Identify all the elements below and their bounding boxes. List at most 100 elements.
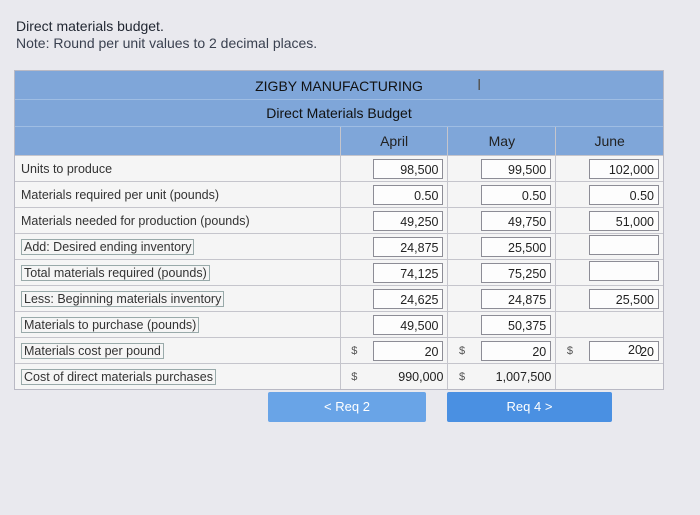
currency-symbol bbox=[555, 363, 573, 389]
currency-symbol bbox=[447, 181, 466, 208]
extra-cost-value: 20 bbox=[628, 343, 642, 357]
table-row: Less: Beginning materials inventory 24,62… bbox=[15, 285, 663, 312]
currency-symbol bbox=[555, 181, 573, 208]
cell-may: 49,750 bbox=[465, 207, 556, 234]
currency-symbol bbox=[447, 285, 466, 312]
currency-symbol bbox=[447, 259, 466, 286]
input-april[interactable]: 990,000 bbox=[398, 369, 444, 384]
currency-symbol bbox=[339, 207, 358, 234]
cell-april: 98,500 bbox=[357, 155, 448, 182]
input-may[interactable]: 1,007,500 bbox=[495, 369, 552, 384]
row-label: Less: Beginning materials inventory bbox=[15, 285, 341, 312]
currency-symbol bbox=[447, 155, 466, 182]
cell-april: 990,000 bbox=[357, 363, 448, 389]
input-june[interactable] bbox=[589, 235, 659, 255]
input-april[interactable]: 98,500 bbox=[373, 158, 444, 179]
currency-symbol bbox=[339, 285, 358, 312]
input-april[interactable]: 49,250 bbox=[373, 210, 444, 231]
row-label-text: Add: Desired ending inventory bbox=[21, 238, 195, 255]
cell-june bbox=[572, 233, 663, 260]
row-label: Units to produce bbox=[15, 155, 341, 182]
currency-symbol: $ bbox=[555, 337, 573, 364]
input-june[interactable]: 0.50 bbox=[589, 184, 659, 205]
currency-symbol: $ bbox=[447, 337, 466, 364]
input-may[interactable]: 49,750 bbox=[481, 210, 552, 231]
row-label-text: Materials cost per pound bbox=[21, 342, 164, 359]
input-june[interactable] bbox=[589, 261, 659, 281]
cell-april: 20 bbox=[357, 337, 448, 364]
cell-may: 99,500 bbox=[465, 155, 556, 182]
row-label: Materials needed for production (pounds) bbox=[15, 207, 341, 234]
cell-may: 20 bbox=[465, 337, 556, 364]
table-row: Materials needed for production (pounds)… bbox=[15, 207, 663, 234]
row-label-text: Materials needed for production (pounds) bbox=[21, 213, 250, 228]
currency-symbol bbox=[339, 311, 358, 338]
cell-may: 50,375 bbox=[465, 311, 556, 338]
instructions: Direct materials budget. Note: Round per… bbox=[16, 18, 317, 52]
input-may[interactable]: 25,500 bbox=[481, 236, 552, 257]
row-label: Materials required per unit (pounds) bbox=[15, 181, 341, 208]
cell-june: 102,000 bbox=[572, 155, 663, 182]
table-row: Materials cost per pound $20 $20 $20 bbox=[15, 337, 663, 364]
currency-symbol bbox=[555, 207, 573, 234]
input-april[interactable]: 24,625 bbox=[373, 288, 444, 309]
chevron-right-icon: > bbox=[544, 399, 553, 414]
table-row: Cost of direct materials purchases $990,0… bbox=[15, 363, 663, 389]
row-label-text: Materials to purchase (pounds) bbox=[21, 316, 200, 333]
col-header-may: May bbox=[447, 126, 556, 156]
currency-symbol bbox=[447, 233, 466, 260]
direct-materials-budget-table: ZIGBY MANUFACTURING Direct Materials Bud… bbox=[14, 70, 664, 390]
cell-june bbox=[572, 363, 663, 389]
table-row: Units to produce 98,500 99,500 102,000 bbox=[15, 155, 663, 182]
cell-april: 49,500 bbox=[357, 311, 448, 338]
input-may[interactable]: 20 bbox=[481, 340, 552, 361]
text-cursor-icon: I bbox=[477, 77, 482, 94]
cell-may: 0.50 bbox=[465, 181, 556, 208]
cell-april: 49,250 bbox=[357, 207, 448, 234]
input-may[interactable]: 0.50 bbox=[481, 184, 552, 205]
input-april[interactable]: 20 bbox=[373, 340, 444, 361]
instructions-title: Direct materials budget. bbox=[16, 18, 164, 34]
currency-symbol bbox=[447, 207, 466, 234]
input-may[interactable]: 24,875 bbox=[481, 288, 552, 309]
input-june[interactable]: 102,000 bbox=[589, 158, 659, 179]
row-label-text: Less: Beginning materials inventory bbox=[21, 290, 225, 307]
currency-symbol: $ bbox=[339, 337, 358, 364]
input-april[interactable]: 74,125 bbox=[373, 262, 444, 283]
currency-symbol bbox=[339, 259, 358, 286]
cell-june bbox=[572, 259, 663, 286]
prev-req-button[interactable]: < Req 2 bbox=[268, 392, 426, 422]
col-header-june: June bbox=[555, 126, 663, 156]
col-header-april: April bbox=[339, 126, 448, 156]
cell-april: 0.50 bbox=[357, 181, 448, 208]
input-april[interactable]: 0.50 bbox=[373, 184, 444, 205]
budget-title: Direct Materials Budget bbox=[15, 99, 663, 126]
currency-symbol: $ bbox=[447, 363, 466, 389]
row-label-text: Materials required per unit (pounds) bbox=[21, 187, 220, 202]
cell-june: 51,000 bbox=[572, 207, 663, 234]
row-label-text: Units to produce bbox=[21, 161, 113, 176]
instructions-note: Note: Round per unit values to 2 decimal… bbox=[16, 35, 318, 51]
input-june[interactable]: 25,500 bbox=[589, 288, 659, 309]
input-may[interactable]: 99,500 bbox=[481, 158, 552, 179]
table-row: Materials to purchase (pounds) 49,500 50,3… bbox=[15, 311, 663, 338]
cell-may: 75,250 bbox=[465, 259, 556, 286]
currency-symbol bbox=[555, 155, 573, 182]
cell-june: 0.50 bbox=[572, 181, 663, 208]
next-req-label: Req 4 bbox=[506, 399, 542, 414]
input-june[interactable]: 20 bbox=[589, 340, 659, 361]
currency-symbol bbox=[555, 233, 573, 260]
input-may[interactable]: 50,375 bbox=[481, 314, 552, 335]
input-april[interactable]: 49,500 bbox=[373, 314, 444, 335]
row-label-text: Total materials required (pounds) bbox=[21, 264, 210, 281]
input-may[interactable]: 75,250 bbox=[481, 262, 552, 283]
currency-symbol bbox=[339, 155, 358, 182]
table-row: Total materials required (pounds) 74,125 7… bbox=[15, 259, 663, 286]
next-req-button[interactable]: Req 4 > bbox=[447, 392, 612, 422]
row-label: Materials to purchase (pounds) bbox=[15, 311, 341, 338]
cell-june: 25,500 bbox=[572, 285, 663, 312]
currency-symbol bbox=[555, 259, 573, 286]
currency-symbol bbox=[447, 311, 466, 338]
input-april[interactable]: 24,875 bbox=[373, 236, 444, 257]
input-june[interactable]: 51,000 bbox=[589, 210, 659, 231]
